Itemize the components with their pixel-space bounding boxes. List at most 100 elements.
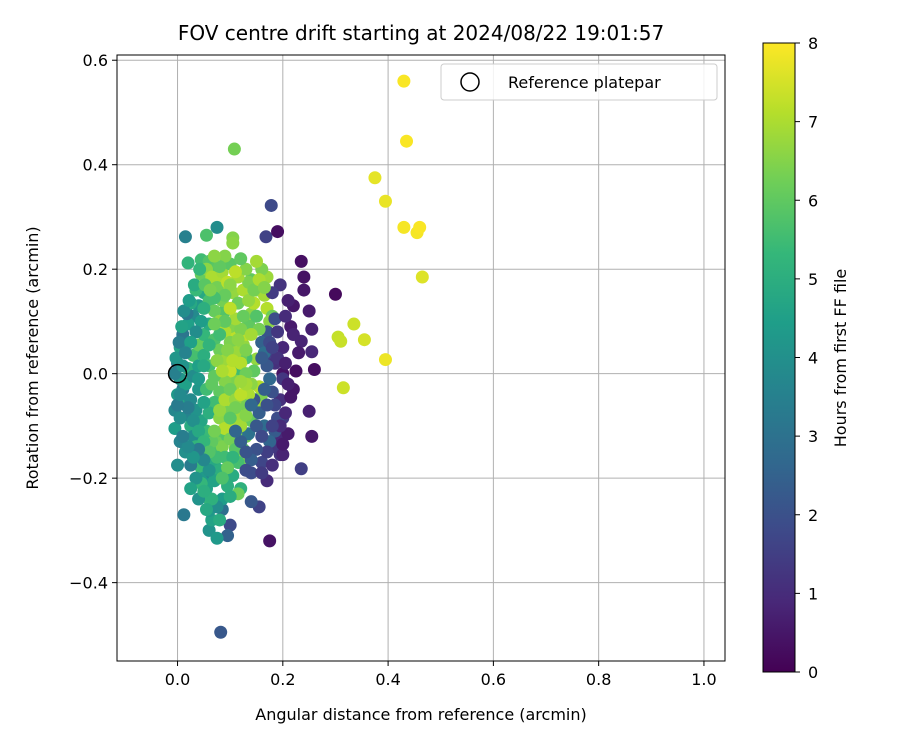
x-tick-label: 0.4 bbox=[375, 670, 400, 689]
data-point bbox=[249, 442, 263, 456]
data-point bbox=[378, 353, 392, 367]
data-point bbox=[228, 401, 242, 415]
colorbar-tick-label: 4 bbox=[808, 349, 818, 368]
data-point bbox=[302, 304, 316, 318]
data-point bbox=[281, 294, 295, 308]
legend-box bbox=[440, 63, 718, 101]
data-point bbox=[252, 406, 266, 420]
data-point bbox=[239, 463, 253, 477]
data-point bbox=[357, 333, 371, 347]
y-tick-label: −0.2 bbox=[69, 469, 108, 488]
x-tick-label: 0.8 bbox=[586, 670, 611, 689]
data-point bbox=[239, 445, 253, 459]
data-point bbox=[192, 424, 206, 438]
data-point bbox=[189, 471, 203, 485]
data-point bbox=[294, 254, 308, 268]
data-point bbox=[239, 262, 253, 276]
y-axis-label: Rotation from reference (arcmin) bbox=[23, 226, 42, 489]
data-point bbox=[244, 327, 258, 341]
colorbar-tick-label: 1 bbox=[808, 584, 818, 603]
data-point bbox=[214, 625, 228, 639]
colorbar-tick-label: 3 bbox=[808, 427, 818, 446]
data-point bbox=[171, 458, 185, 472]
data-point bbox=[197, 359, 211, 373]
data-point bbox=[186, 414, 200, 428]
data-point bbox=[378, 194, 392, 208]
data-point bbox=[234, 252, 248, 266]
data-point bbox=[276, 341, 290, 355]
data-point bbox=[265, 341, 279, 355]
data-points bbox=[168, 74, 429, 639]
data-point bbox=[255, 455, 269, 469]
legend-label: Reference platepar bbox=[508, 73, 661, 92]
data-point bbox=[289, 364, 303, 378]
data-point bbox=[239, 343, 253, 357]
grid bbox=[117, 55, 725, 661]
data-point bbox=[203, 283, 217, 297]
data-point bbox=[175, 320, 189, 334]
data-point bbox=[260, 445, 274, 459]
data-point bbox=[249, 419, 263, 433]
data-point bbox=[305, 429, 319, 443]
data-point bbox=[305, 345, 319, 359]
x-tick-label: 0.0 bbox=[165, 670, 190, 689]
data-point bbox=[271, 225, 285, 239]
colorbar-tick-label: 0 bbox=[808, 663, 818, 682]
data-point bbox=[171, 398, 185, 412]
data-point bbox=[178, 230, 192, 244]
colorbar-tick-label: 8 bbox=[808, 34, 818, 53]
data-point bbox=[234, 388, 248, 402]
data-point bbox=[244, 495, 258, 509]
data-point bbox=[213, 327, 227, 341]
data-point bbox=[207, 317, 221, 331]
data-point bbox=[413, 220, 427, 234]
data-point bbox=[278, 406, 292, 420]
data-point bbox=[347, 317, 361, 331]
data-point bbox=[273, 278, 287, 292]
data-point bbox=[268, 312, 282, 326]
colorbar-label: Hours from first FF file bbox=[831, 269, 850, 448]
y-tick-label: 0.2 bbox=[83, 260, 108, 279]
data-point bbox=[244, 398, 258, 412]
data-point bbox=[259, 230, 273, 244]
data-point bbox=[415, 270, 429, 284]
data-point bbox=[284, 390, 298, 404]
data-point bbox=[307, 362, 321, 376]
data-point bbox=[181, 256, 195, 270]
y-tick-label: 0.4 bbox=[83, 156, 108, 175]
reference-platepar-marker bbox=[167, 363, 188, 384]
data-point bbox=[189, 325, 203, 339]
data-point bbox=[247, 283, 261, 297]
y-axis: −0.4 −0.2 0.0 0.2 0.4 0.6 bbox=[69, 51, 117, 593]
data-point bbox=[226, 354, 240, 368]
data-point bbox=[202, 338, 216, 352]
data-point bbox=[336, 381, 350, 395]
data-point bbox=[176, 429, 190, 443]
data-point bbox=[215, 364, 229, 378]
data-point bbox=[276, 448, 290, 462]
data-point bbox=[210, 354, 224, 368]
x-tick-label: 1.0 bbox=[691, 670, 716, 689]
data-point bbox=[210, 220, 224, 234]
data-point bbox=[197, 301, 211, 315]
data-point bbox=[328, 287, 342, 301]
data-point bbox=[278, 356, 292, 370]
data-point bbox=[226, 450, 240, 464]
data-point bbox=[177, 508, 191, 522]
y-tick-label: 0.6 bbox=[83, 51, 108, 70]
data-point bbox=[368, 171, 382, 185]
data-point bbox=[223, 382, 237, 396]
data-point bbox=[207, 249, 221, 263]
data-point bbox=[197, 484, 211, 498]
data-point bbox=[207, 304, 221, 318]
data-point bbox=[218, 249, 232, 263]
data-point bbox=[397, 74, 411, 88]
data-point bbox=[265, 458, 279, 472]
data-point bbox=[263, 372, 277, 386]
data-point bbox=[215, 471, 229, 485]
data-point bbox=[286, 327, 300, 341]
data-point bbox=[177, 304, 191, 318]
data-point bbox=[305, 322, 319, 336]
data-point bbox=[187, 278, 201, 292]
